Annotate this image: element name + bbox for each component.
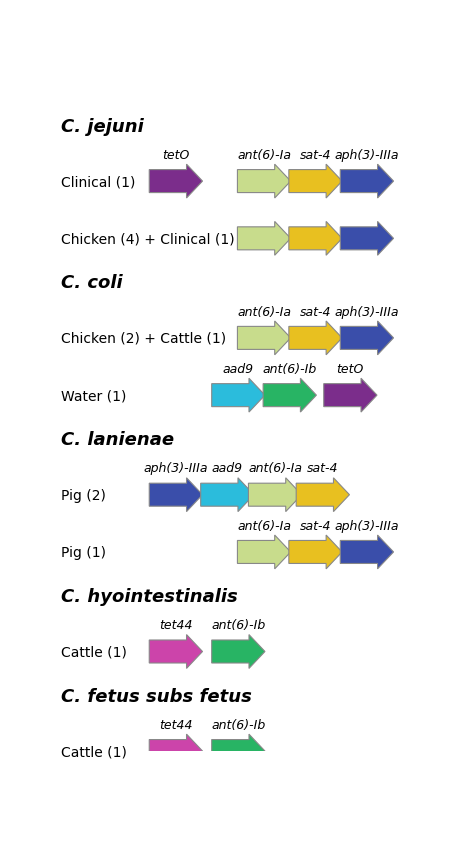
Text: ant(6)-Ia: ant(6)-Ia <box>248 462 302 475</box>
Text: C. coli: C. coli <box>61 274 123 292</box>
Polygon shape <box>289 535 342 569</box>
Text: Water (1): Water (1) <box>61 389 127 403</box>
Text: Pig (2): Pig (2) <box>61 488 106 502</box>
Text: Cattle (1): Cattle (1) <box>61 645 127 658</box>
Text: ant(6)-Ia: ant(6)-Ia <box>237 149 291 161</box>
Text: C. hyointestinalis: C. hyointestinalis <box>61 587 238 605</box>
Text: C. lanienae: C. lanienae <box>61 430 174 449</box>
Text: ant(6)-Ib: ant(6)-Ib <box>211 619 265 631</box>
Text: aph(3)-IIIa: aph(3)-IIIa <box>335 306 399 318</box>
Text: aph(3)-IIIa: aph(3)-IIIa <box>335 519 399 532</box>
Text: ant(6)-Ib: ant(6)-Ib <box>263 362 317 376</box>
Polygon shape <box>340 322 393 355</box>
Polygon shape <box>248 479 301 512</box>
Polygon shape <box>340 222 393 256</box>
Text: Cattle (1): Cattle (1) <box>61 744 127 758</box>
Polygon shape <box>324 379 377 413</box>
Polygon shape <box>263 379 317 413</box>
Polygon shape <box>149 734 202 768</box>
Polygon shape <box>289 322 342 355</box>
Polygon shape <box>212 635 265 668</box>
Polygon shape <box>237 535 291 569</box>
Polygon shape <box>340 165 393 199</box>
Text: ant(6)-Ib: ant(6)-Ib <box>211 718 265 731</box>
Text: tetO: tetO <box>337 362 364 376</box>
Text: ant(6)-Ia: ant(6)-Ia <box>237 306 291 318</box>
Text: C. jejuni: C. jejuni <box>61 117 144 136</box>
Text: tet44: tet44 <box>159 619 192 631</box>
Polygon shape <box>212 379 265 413</box>
Polygon shape <box>212 734 265 768</box>
Text: sat-4: sat-4 <box>307 462 338 475</box>
Polygon shape <box>296 479 349 512</box>
Polygon shape <box>237 165 291 199</box>
Polygon shape <box>289 222 342 256</box>
Polygon shape <box>149 635 202 668</box>
Text: aph(3)-IIIa: aph(3)-IIIa <box>335 149 399 161</box>
Text: aph(3)-IIIa: aph(3)-IIIa <box>144 462 208 475</box>
Text: Chicken (2) + Cattle (1): Chicken (2) + Cattle (1) <box>61 332 226 345</box>
Text: tetO: tetO <box>162 149 190 161</box>
Text: ant(6)-Ia: ant(6)-Ia <box>237 519 291 532</box>
Polygon shape <box>237 222 291 256</box>
Text: Chicken (4) + Clinical (1): Chicken (4) + Clinical (1) <box>61 232 235 246</box>
Polygon shape <box>289 165 342 199</box>
Text: aad9: aad9 <box>223 362 254 376</box>
Polygon shape <box>149 479 202 512</box>
Text: sat-4: sat-4 <box>300 519 331 532</box>
Text: aad9: aad9 <box>212 462 243 475</box>
Text: tet44: tet44 <box>159 718 192 731</box>
Polygon shape <box>340 535 393 569</box>
Text: sat-4: sat-4 <box>300 149 331 161</box>
Polygon shape <box>201 479 254 512</box>
Text: sat-4: sat-4 <box>300 306 331 318</box>
Polygon shape <box>149 165 202 199</box>
Text: C. fetus subs fetus: C. fetus subs fetus <box>61 687 252 705</box>
Text: Clinical (1): Clinical (1) <box>61 175 136 189</box>
Polygon shape <box>237 322 291 355</box>
Text: Pig (1): Pig (1) <box>61 545 106 560</box>
